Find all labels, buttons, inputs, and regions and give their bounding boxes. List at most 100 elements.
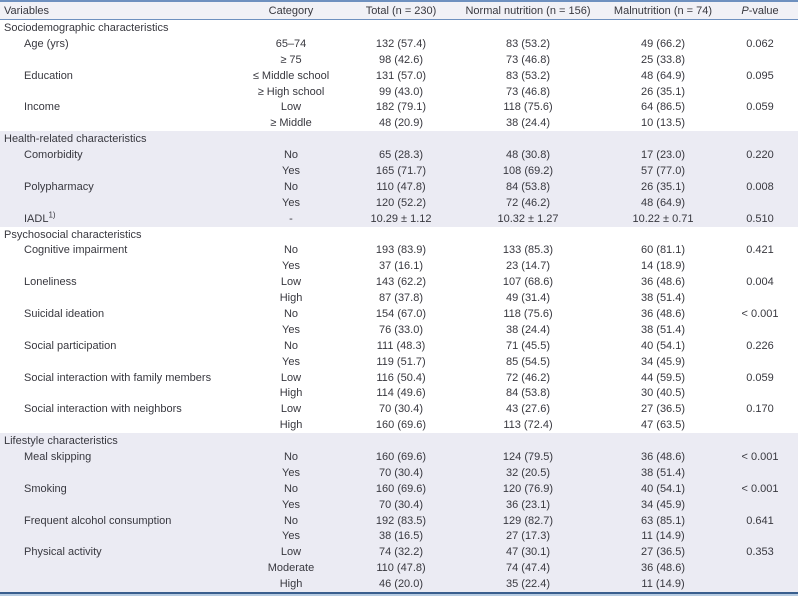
table-row: Meal skipping No 160 (69.6) 124 (79.5) 36 (4… — [0, 449, 798, 465]
column-header-malnutrition: Malnutrition (n = 74) — [604, 1, 722, 20]
pvalue-cell — [722, 52, 798, 68]
variable-cell — [0, 84, 232, 100]
category-cell: No — [232, 178, 350, 195]
table-row: High 87 (37.8) 49 (31.4) 38 (51.4) — [0, 290, 798, 306]
total-cell: 110 (47.8) — [350, 560, 452, 577]
column-header-category: Category — [232, 1, 350, 20]
category-cell: Yes — [282, 355, 300, 368]
variable-cell — [0, 417, 232, 433]
table-row: Income Low 182 (79.1) 118 (75.6) 64 (86.5) 0.… — [0, 99, 798, 115]
pvalue-cell: < 0.001 — [722, 449, 798, 465]
total-cell: 160 (69.6) — [350, 480, 452, 497]
pvalue-cell: 0.008 — [722, 178, 798, 195]
pvalue-italic-p: P — [741, 4, 749, 17]
normal-nutrition-cell: 84 (53.8) — [505, 387, 551, 400]
pvalue-cell — [722, 84, 798, 100]
variable-cell — [0, 115, 232, 131]
malnutrition-cell: 44 (59.5) — [640, 371, 686, 384]
table-header: Variables Category Total (n = 230) Norma… — [0, 1, 798, 20]
pvalue-cell — [722, 417, 798, 433]
category-cell: No — [232, 449, 350, 465]
category-cell: 65–74 — [275, 37, 307, 50]
table-row: High 160 (69.6) 113 (72.4) 47 (63.5) — [0, 417, 798, 433]
variable-cell: Smoking — [0, 480, 232, 497]
normal-nutrition-cell: 36 (23.1) — [452, 496, 604, 513]
normal-nutrition-cell: 129 (82.7) — [452, 512, 604, 529]
malnutrition-cell: 27 (36.5) — [640, 403, 686, 416]
normal-nutrition-cell: 118 (75.6) — [503, 101, 553, 114]
total-cell: 165 (71.7) — [350, 163, 452, 179]
table-row: Suicidal ideation No 154 (67.0) 118 (75.6) 3… — [0, 306, 798, 322]
total-cell: 143 (62.2) — [375, 276, 427, 289]
variable-cell: Age (yrs) — [24, 37, 69, 50]
category-cell: High — [232, 576, 350, 594]
pvalue-cell — [722, 496, 798, 513]
variable-cell — [0, 464, 232, 481]
pvalue-cell — [722, 322, 798, 338]
variable-cell — [0, 385, 232, 401]
variable-cell — [0, 290, 232, 306]
normal-nutrition-cell: 124 (79.5) — [452, 449, 604, 465]
category-cell: Moderate — [232, 560, 350, 577]
normal-nutrition-cell: 38 (24.4) — [505, 117, 551, 130]
table-row: Yes 37 (16.1) 23 (14.7) 14 (18.9) — [0, 258, 798, 274]
category-cell: ≥ 75 — [280, 53, 302, 66]
table-row: Yes 38 (16.5) 27 (17.3) 11 (14.9) — [0, 528, 798, 545]
malnutrition-cell: 40 (54.1) — [604, 480, 722, 497]
pvalue-cell: 0.004 — [746, 276, 774, 289]
malnutrition-cell: 36 (48.6) — [640, 276, 686, 289]
normal-nutrition-cell: 118 (75.6) — [503, 307, 553, 320]
pvalue-rest: -value — [748, 4, 779, 17]
pvalue-cell: 0.421 — [746, 244, 774, 257]
variable-cell: Social interaction with neighbors — [24, 403, 182, 416]
table-row: High 46 (20.0) 35 (22.4) 11 (14.9) — [0, 576, 798, 594]
variable-cell — [0, 496, 232, 513]
total-cell: 74 (32.2) — [350, 544, 452, 561]
pvalue-cell — [722, 354, 798, 370]
pvalue-cell: 0.226 — [746, 339, 774, 352]
normal-nutrition-cell: 107 (68.6) — [502, 276, 554, 289]
footnote-marker: 1) — [48, 210, 56, 219]
variable-cell: Physical activity — [0, 544, 232, 561]
section-label: Lifestyle characteristics — [0, 433, 798, 450]
malnutrition-cell: 49 (66.2) — [640, 37, 686, 50]
category-cell: No — [232, 480, 350, 497]
table-row: Age (yrs) 65–74 132 (57.4) 83 (53.2) 49 (66.… — [0, 36, 798, 52]
column-header-pvalue: P-value — [722, 1, 798, 20]
table-row: Yes 119 (51.7) 85 (54.5) 34 (45.9) — [0, 354, 798, 370]
normal-nutrition-cell: 85 (54.5) — [505, 355, 551, 368]
variable-cell: Polypharmacy — [0, 178, 232, 195]
variable-cell: Income — [24, 101, 61, 114]
pvalue-cell: 0.062 — [746, 37, 774, 50]
section-row: Sociodemographic characteristics — [0, 20, 798, 36]
total-cell: 182 (79.1) — [375, 101, 427, 114]
variable-cell — [0, 163, 232, 179]
total-cell: 154 (67.0) — [375, 307, 427, 320]
category-cell: No — [283, 307, 299, 320]
table-row: Physical activity Low 74 (32.2) 47 (30.1) 27… — [0, 544, 798, 561]
pvalue-cell: < 0.001 — [741, 307, 779, 320]
total-cell: 120 (52.2) — [350, 194, 452, 211]
category-cell: Low — [232, 544, 350, 561]
category-cell: Yes — [232, 194, 350, 211]
section-row: Lifestyle characteristics — [0, 433, 798, 450]
variable-cell — [0, 528, 232, 545]
malnutrition-cell: 34 (45.9) — [604, 496, 722, 513]
normal-nutrition-cell: 83 (53.2) — [505, 69, 551, 82]
category-cell: Yes — [232, 464, 350, 481]
total-cell: 110 (47.8) — [350, 178, 452, 195]
normal-nutrition-cell: 83 (53.2) — [505, 37, 551, 50]
normal-nutrition-cell: 72 (46.2) — [505, 371, 551, 384]
normal-nutrition-cell: 74 (47.4) — [452, 560, 604, 577]
total-cell: 70 (30.4) — [350, 464, 452, 481]
total-cell: 98 (42.6) — [378, 53, 424, 66]
section-label: Health-related characteristics — [0, 131, 798, 148]
total-cell: 160 (69.6) — [350, 449, 452, 465]
normal-nutrition-cell: 10.32 ± 1.27 — [452, 210, 604, 227]
pvalue-cell: 0.220 — [722, 147, 798, 164]
pvalue-cell — [722, 115, 798, 131]
total-cell: 160 (69.6) — [375, 419, 427, 432]
table-row: ≥ Middle 48 (20.9) 38 (24.4) 10 (13.5) — [0, 115, 798, 131]
table-row: Yes 165 (71.7) 108 (69.2) 57 (77.0) — [0, 163, 798, 179]
category-cell: ≥ Middle — [270, 117, 312, 130]
